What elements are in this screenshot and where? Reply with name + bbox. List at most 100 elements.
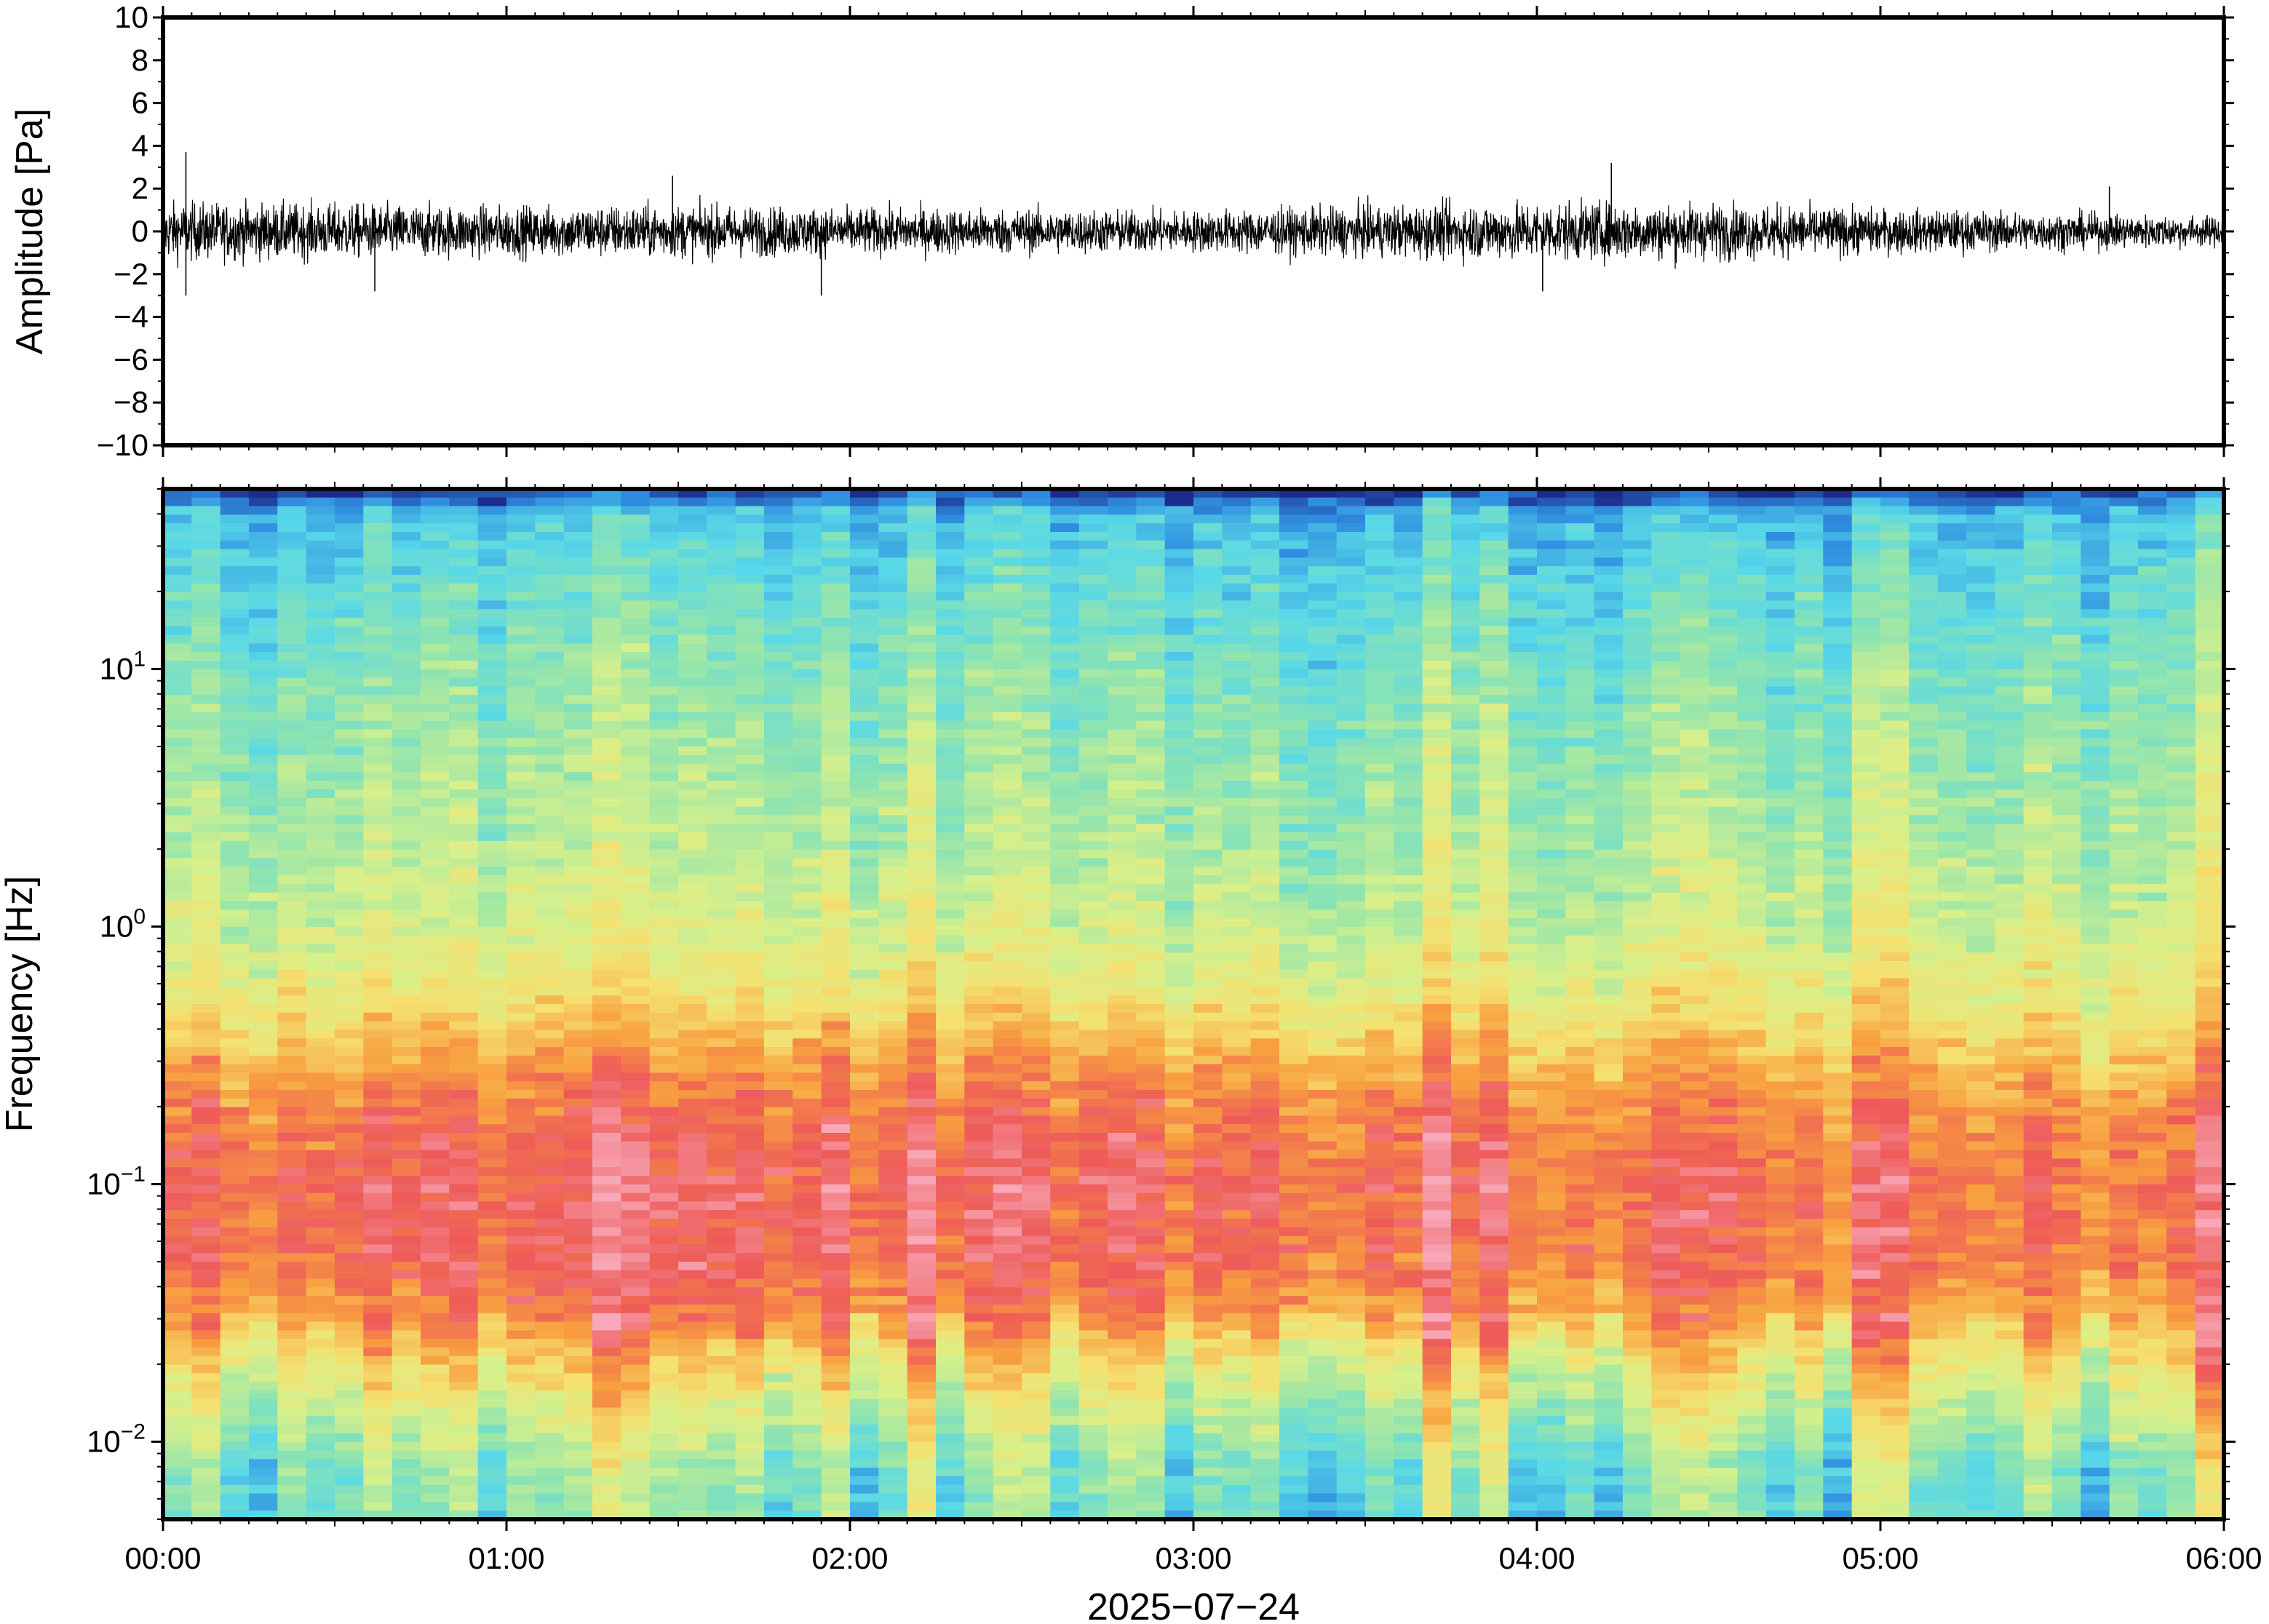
spectrogram-cell bbox=[477, 1433, 507, 1443]
spectrogram-cell bbox=[477, 815, 507, 825]
spectrogram-cell bbox=[1164, 1055, 1194, 1065]
spectrogram-cell bbox=[707, 1158, 736, 1169]
spectrogram-cell bbox=[306, 669, 335, 679]
spectrogram-cell bbox=[907, 935, 937, 945]
spectrogram-cell bbox=[306, 1038, 335, 1048]
spectrogram-cell bbox=[506, 575, 536, 584]
spectrogram-cell bbox=[792, 1115, 822, 1126]
spectrogram-cell bbox=[850, 626, 880, 636]
spectrogram-cell bbox=[649, 686, 679, 696]
spectrogram-cell bbox=[936, 909, 966, 919]
spectrogram-cell bbox=[1078, 969, 1108, 979]
spectrogram-cell bbox=[306, 720, 335, 731]
spectrogram-cell bbox=[964, 1210, 994, 1219]
spectrogram-cell bbox=[907, 824, 937, 833]
spectrogram-cell bbox=[1164, 686, 1194, 696]
spectrogram-cell bbox=[306, 1021, 335, 1031]
spectrogram-cell bbox=[707, 781, 736, 790]
spectrogram-cell bbox=[1022, 540, 1052, 550]
spectrogram-cell bbox=[592, 704, 622, 713]
spectrogram-cell bbox=[764, 1244, 794, 1254]
spectrogram-cell bbox=[678, 566, 708, 576]
spectrogram-cell bbox=[249, 815, 279, 825]
spectrogram-cell bbox=[477, 1262, 507, 1271]
spectrogram-cell bbox=[249, 669, 279, 679]
spectrogram-cell bbox=[707, 1450, 736, 1460]
spectrogram-cell bbox=[1050, 1468, 1080, 1477]
spectrogram-cell bbox=[1222, 858, 1252, 868]
spectrogram-cell bbox=[535, 1167, 565, 1177]
spectrogram-cell bbox=[477, 634, 507, 645]
spectrogram-cell bbox=[535, 1107, 565, 1117]
spectrogram-cell bbox=[649, 1253, 679, 1262]
spectrogram-cell bbox=[249, 1004, 279, 1014]
spectrogram-cell bbox=[1050, 1382, 1080, 1391]
spectrogram-cell bbox=[1050, 661, 1080, 670]
spectrogram-cell bbox=[621, 1201, 651, 1211]
spectrogram-cell bbox=[1136, 892, 1166, 902]
spectrogram-cell bbox=[1193, 1158, 1223, 1169]
spectrogram-cell bbox=[535, 1270, 565, 1280]
spectrogram-cell bbox=[477, 1382, 507, 1391]
spectrogram-cell bbox=[1250, 1047, 1280, 1056]
spectrogram-cell bbox=[878, 634, 908, 645]
spectrogram-cell bbox=[191, 695, 221, 704]
spectrogram-cell bbox=[249, 1072, 279, 1083]
spectrogram-cell bbox=[764, 1313, 794, 1323]
spectrogram-cell bbox=[621, 1210, 651, 1219]
spectrogram-cell bbox=[1250, 1416, 1280, 1426]
spectrogram-cell bbox=[163, 738, 193, 747]
spectrogram-cell bbox=[1022, 1270, 1052, 1280]
spectrogram-cell bbox=[563, 1227, 593, 1237]
spectrogram-cell bbox=[421, 969, 450, 979]
spectrogram-cell bbox=[1250, 549, 1280, 559]
spectrogram-cell bbox=[649, 1047, 679, 1056]
spectrogram-cell bbox=[621, 532, 651, 541]
spectrogram-cell bbox=[1250, 652, 1280, 661]
spectrogram-cell bbox=[535, 669, 565, 679]
spectrogram-cell bbox=[1222, 1287, 1252, 1297]
spectrogram-cell bbox=[306, 1278, 335, 1289]
spectrogram-cell bbox=[477, 609, 507, 618]
spectrogram-cell bbox=[249, 1201, 279, 1211]
spectrogram-cell bbox=[277, 618, 307, 627]
spectrogram-cell bbox=[163, 1072, 193, 1083]
spectrogram-cell bbox=[1050, 1390, 1080, 1400]
spectrogram-cell bbox=[821, 892, 851, 902]
spectrogram-cell bbox=[936, 1356, 966, 1366]
spectrogram-cell bbox=[563, 1012, 593, 1022]
spectrogram-cell bbox=[764, 1047, 794, 1056]
spectrogram-cell bbox=[678, 978, 708, 988]
spectrogram-cell bbox=[1250, 1064, 1280, 1074]
spectrogram-cell bbox=[1193, 755, 1223, 765]
spectrogram-cell bbox=[850, 600, 880, 610]
spectrogram-cell bbox=[592, 506, 622, 516]
spectrogram-cell bbox=[163, 1004, 193, 1014]
spectrogram-cell bbox=[563, 634, 593, 645]
spectrogram-cell bbox=[707, 1176, 736, 1185]
spectrogram-cell bbox=[163, 1090, 193, 1099]
spectrogram-cell bbox=[707, 643, 736, 653]
spectrogram-cell bbox=[449, 1407, 479, 1417]
spectrogram-cell bbox=[936, 557, 966, 568]
spectrogram-cell bbox=[220, 1425, 250, 1434]
spectrogram-cell bbox=[535, 729, 565, 739]
spectrogram-cell bbox=[1078, 797, 1108, 808]
spectrogram-cell bbox=[363, 867, 393, 876]
spectrogram-cell bbox=[1108, 1133, 1137, 1142]
spectrogram-cell bbox=[306, 549, 335, 559]
spectrogram-cell bbox=[993, 1296, 1022, 1305]
spectrogram-cell bbox=[964, 1262, 994, 1271]
spectrogram-cell bbox=[936, 1227, 966, 1237]
spectrogram-cell bbox=[563, 1493, 593, 1503]
spectrogram-cell bbox=[1164, 824, 1194, 833]
spectrogram-cell bbox=[1022, 532, 1052, 541]
spectrogram-cell bbox=[621, 935, 651, 945]
spectrogram-cell bbox=[993, 1158, 1022, 1169]
spectrogram-cell bbox=[163, 832, 193, 842]
spectrogram-cell bbox=[1279, 514, 1309, 525]
spectrogram-cell bbox=[1108, 1382, 1137, 1391]
spectrogram-cell bbox=[191, 1021, 221, 1031]
spectrogram-cell bbox=[821, 575, 851, 584]
spectrogram-cell bbox=[163, 867, 193, 876]
